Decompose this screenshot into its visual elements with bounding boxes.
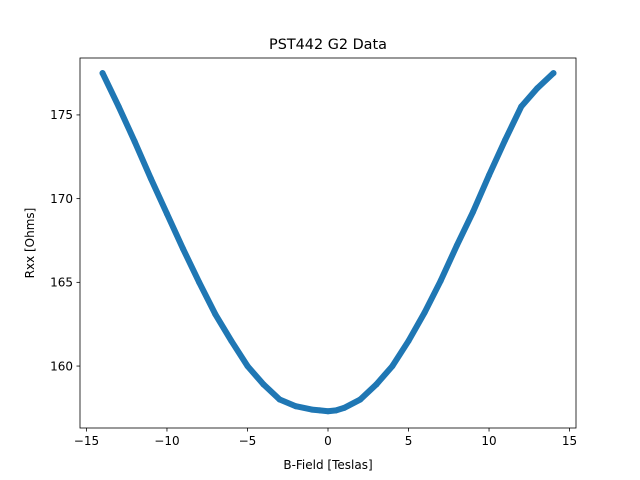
- x-tick-label: −10: [154, 434, 179, 448]
- data-point: [196, 279, 203, 286]
- data-point: [260, 381, 267, 388]
- data-point: [228, 337, 235, 344]
- data-point: [469, 209, 476, 216]
- data-point: [437, 277, 444, 284]
- y-tick-label: 170: [50, 192, 73, 206]
- x-tick-label: −5: [239, 434, 257, 448]
- data-point: [180, 245, 187, 252]
- data-point: [131, 138, 138, 145]
- data-point: [292, 403, 299, 410]
- data-point: [163, 210, 170, 217]
- data-point: [325, 408, 331, 415]
- x-axis: −15 −10 −5 0 5 10 15: [74, 428, 577, 448]
- data-point: [308, 406, 315, 413]
- data-point: [341, 404, 348, 411]
- y-tick-label: 160: [50, 359, 73, 373]
- data-point: [99, 70, 106, 77]
- x-tick-label: 5: [405, 434, 413, 448]
- data-point: [405, 337, 412, 344]
- y-axis-label: Rxx [Ohms]: [23, 208, 37, 279]
- chart-title: PST442 G2 Data: [269, 37, 387, 53]
- plot-area: [79, 57, 577, 429]
- data-point: [534, 85, 541, 92]
- data-point: [486, 172, 493, 179]
- data-point: [373, 381, 380, 388]
- data-point: [421, 309, 428, 316]
- data-point: [518, 103, 525, 110]
- data-point: [550, 70, 557, 77]
- x-axis-label: B-Field [Teslas]: [283, 458, 372, 472]
- axes-background: [80, 58, 576, 428]
- data-point: [389, 363, 396, 370]
- x-tick-label: 15: [562, 434, 577, 448]
- series-layer: [99, 70, 557, 415]
- data-point: [333, 407, 340, 414]
- data-point: [357, 396, 364, 403]
- data-point: [244, 363, 251, 370]
- y-tick-label: 175: [50, 108, 73, 122]
- x-tick-label: 0: [324, 434, 332, 448]
- data-point: [115, 103, 122, 110]
- data-point: [502, 137, 509, 144]
- data-point: [147, 175, 154, 182]
- x-tick-label: −15: [74, 434, 99, 448]
- y-axis: 160 165 170 175: [50, 108, 80, 373]
- data-point: [316, 407, 323, 414]
- data-point: [276, 396, 283, 403]
- data-point: [453, 242, 460, 249]
- x-tick-label: 10: [481, 434, 496, 448]
- data-point: [212, 311, 219, 318]
- y-tick-label: 165: [50, 276, 73, 290]
